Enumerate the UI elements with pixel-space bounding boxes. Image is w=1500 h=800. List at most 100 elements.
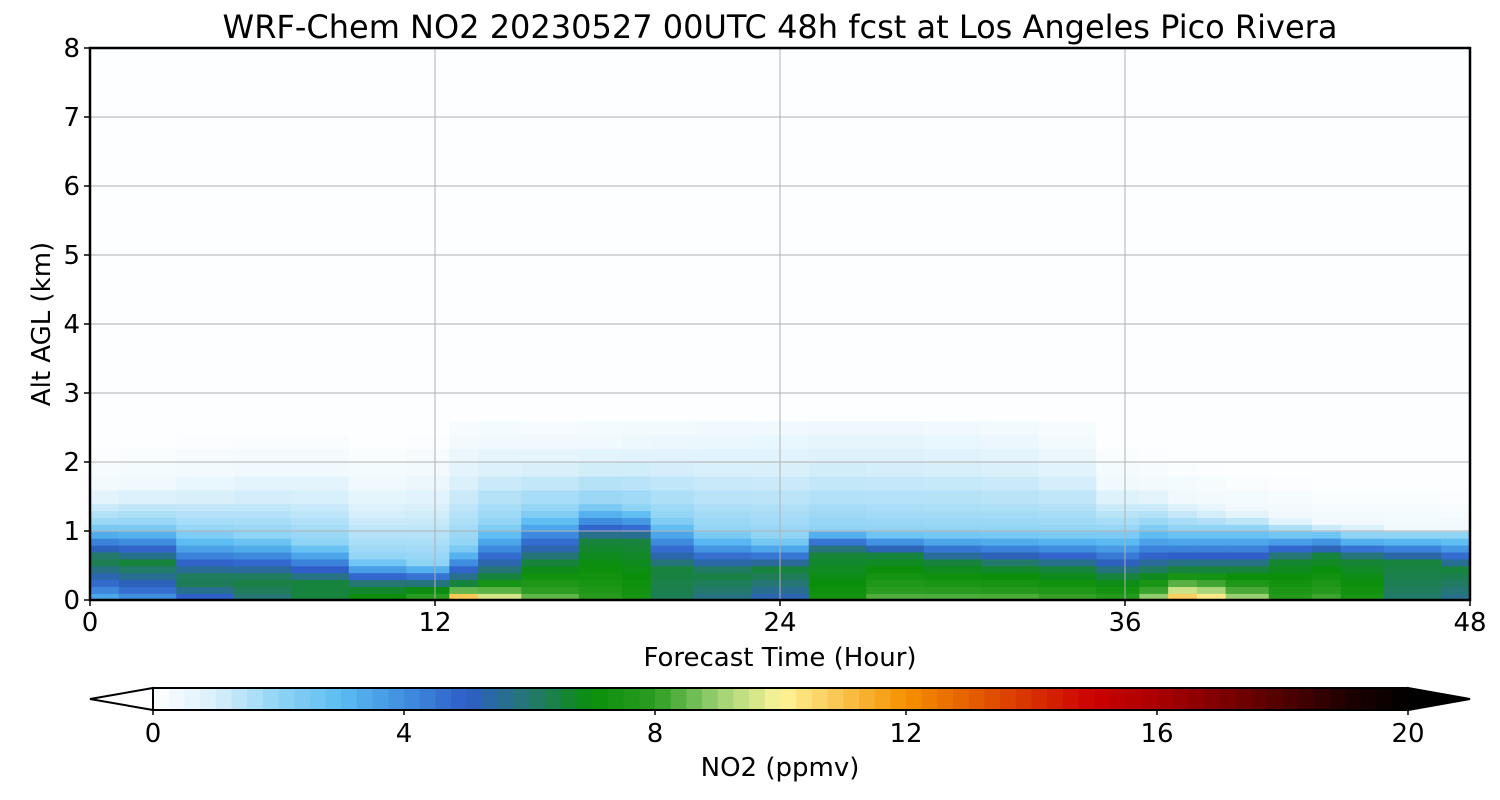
heatmap-cell: [406, 531, 451, 539]
heatmap-cell: [578, 510, 623, 518]
heatmap-cell: [233, 503, 293, 512]
heatmap-cell: [406, 475, 451, 491]
y-tick-label: 5: [63, 241, 80, 271]
heatmap-cell: [1311, 572, 1342, 581]
heatmap-cell: [578, 462, 623, 477]
heatmap-cell: [1096, 48, 1141, 422]
heatmap-cell: [981, 475, 1040, 491]
heatmap-cell: [923, 462, 983, 477]
heatmap-cell: [118, 448, 178, 463]
heatmap-cell: [348, 517, 408, 525]
heatmap-cell: [176, 551, 235, 560]
colorbar-swatch: [513, 688, 531, 710]
colorbar-swatch: [215, 688, 233, 710]
heatmap-cell: [923, 475, 983, 491]
heatmap-cell: [808, 434, 868, 449]
heatmap-cell: [521, 434, 580, 449]
heatmap-cell: [1340, 510, 1385, 518]
heatmap-cell: [650, 448, 695, 463]
heatmap-cell: [1196, 420, 1227, 436]
heatmap-cell: [478, 517, 523, 525]
heatmap-cell: [1441, 475, 1470, 491]
heatmap-cell: [348, 475, 408, 491]
colorbar-swatch: [764, 688, 782, 710]
heatmap-cell: [1096, 593, 1141, 600]
heatmap-cell: [923, 593, 983, 600]
heatmap-cell: [90, 593, 120, 600]
heatmap-cell: [118, 434, 178, 449]
heatmap-cell: [1168, 434, 1198, 449]
colorbar-swatch: [780, 688, 797, 710]
heatmap-cell: [90, 565, 120, 574]
heatmap-cell: [1268, 551, 1313, 560]
colorbar-swatch: [639, 688, 656, 710]
heatmap-cell: [1096, 420, 1141, 436]
heatmap-cell: [1196, 48, 1227, 422]
heatmap-cell: [621, 558, 652, 567]
colorbar-swatch: [717, 688, 735, 710]
heatmap-cell: [808, 517, 868, 525]
heatmap-cell: [1383, 551, 1443, 560]
heatmap-cell: [90, 434, 120, 449]
colorbar-swatch: [482, 688, 499, 710]
colorbar-swatch: [168, 688, 185, 710]
heatmap-cell: [478, 579, 523, 587]
heatmap-cell: [981, 420, 1040, 436]
heatmap-cell: [90, 586, 120, 594]
heatmap-cell: [521, 565, 580, 574]
heatmap-cell: [521, 593, 580, 600]
heatmap-cell: [1225, 579, 1270, 587]
heatmap-cell: [866, 475, 925, 491]
heatmap-cell: [1196, 544, 1227, 553]
heatmap-cell: [348, 565, 408, 574]
colorbar-swatch: [1329, 688, 1346, 710]
heatmap-cell: [90, 572, 120, 581]
heatmap-cell: [118, 544, 178, 553]
heatmap-cell: [348, 524, 408, 532]
heatmap-cell: [291, 434, 350, 449]
heatmap-cell: [923, 48, 983, 422]
heatmap-cell: [1096, 489, 1141, 505]
heatmap-cell: [693, 517, 753, 525]
heatmap-cell: [578, 531, 623, 539]
heatmap-cell: [449, 593, 479, 600]
heatmap-cell: [1441, 579, 1470, 587]
colorbar-swatch: [576, 688, 593, 710]
heatmap-cell: [478, 593, 523, 600]
heatmap-cell: [118, 524, 178, 532]
heatmap-cell: [1441, 524, 1470, 532]
colorbar-swatch: [1345, 688, 1362, 710]
heatmap-cell: [866, 579, 925, 587]
heatmap-cell: [1225, 48, 1270, 422]
heatmap-cell: [406, 503, 451, 512]
heatmap-cell: [90, 558, 120, 567]
heatmap-cell: [1268, 462, 1313, 477]
heatmap-cell: [981, 524, 1040, 532]
heatmap-cell: [923, 420, 983, 436]
heatmap-cell: [621, 579, 652, 587]
colorbar-swatch: [247, 688, 264, 710]
heatmap-cell: [406, 537, 451, 546]
heatmap-cell: [866, 551, 925, 560]
heatmap-cell: [90, 448, 120, 463]
heatmap-cell: [406, 489, 451, 505]
heatmap-cell: [291, 503, 350, 512]
colorbar-swatch: [1360, 688, 1378, 710]
heatmap-cell: [1383, 579, 1443, 587]
heatmap-cell: [1196, 517, 1227, 525]
heatmap-cell: [449, 531, 479, 539]
heatmap-cell: [981, 572, 1040, 581]
heatmap-cell: [291, 510, 350, 518]
heatmap-cell: [1096, 503, 1141, 512]
colorbar-tick-label: 16: [1140, 719, 1173, 749]
heatmap-cell: [449, 420, 479, 436]
heatmap-cell: [1196, 551, 1227, 560]
heatmap-cell: [1383, 586, 1443, 594]
heatmap-cell: [1383, 537, 1443, 546]
heatmap-cell: [866, 544, 925, 553]
colorbar-swatch: [670, 688, 687, 710]
heatmap-cell: [693, 503, 753, 512]
heatmap-cell: [1196, 510, 1227, 518]
heatmap-cell: [1139, 524, 1169, 532]
y-tick-label: 1: [63, 517, 80, 547]
